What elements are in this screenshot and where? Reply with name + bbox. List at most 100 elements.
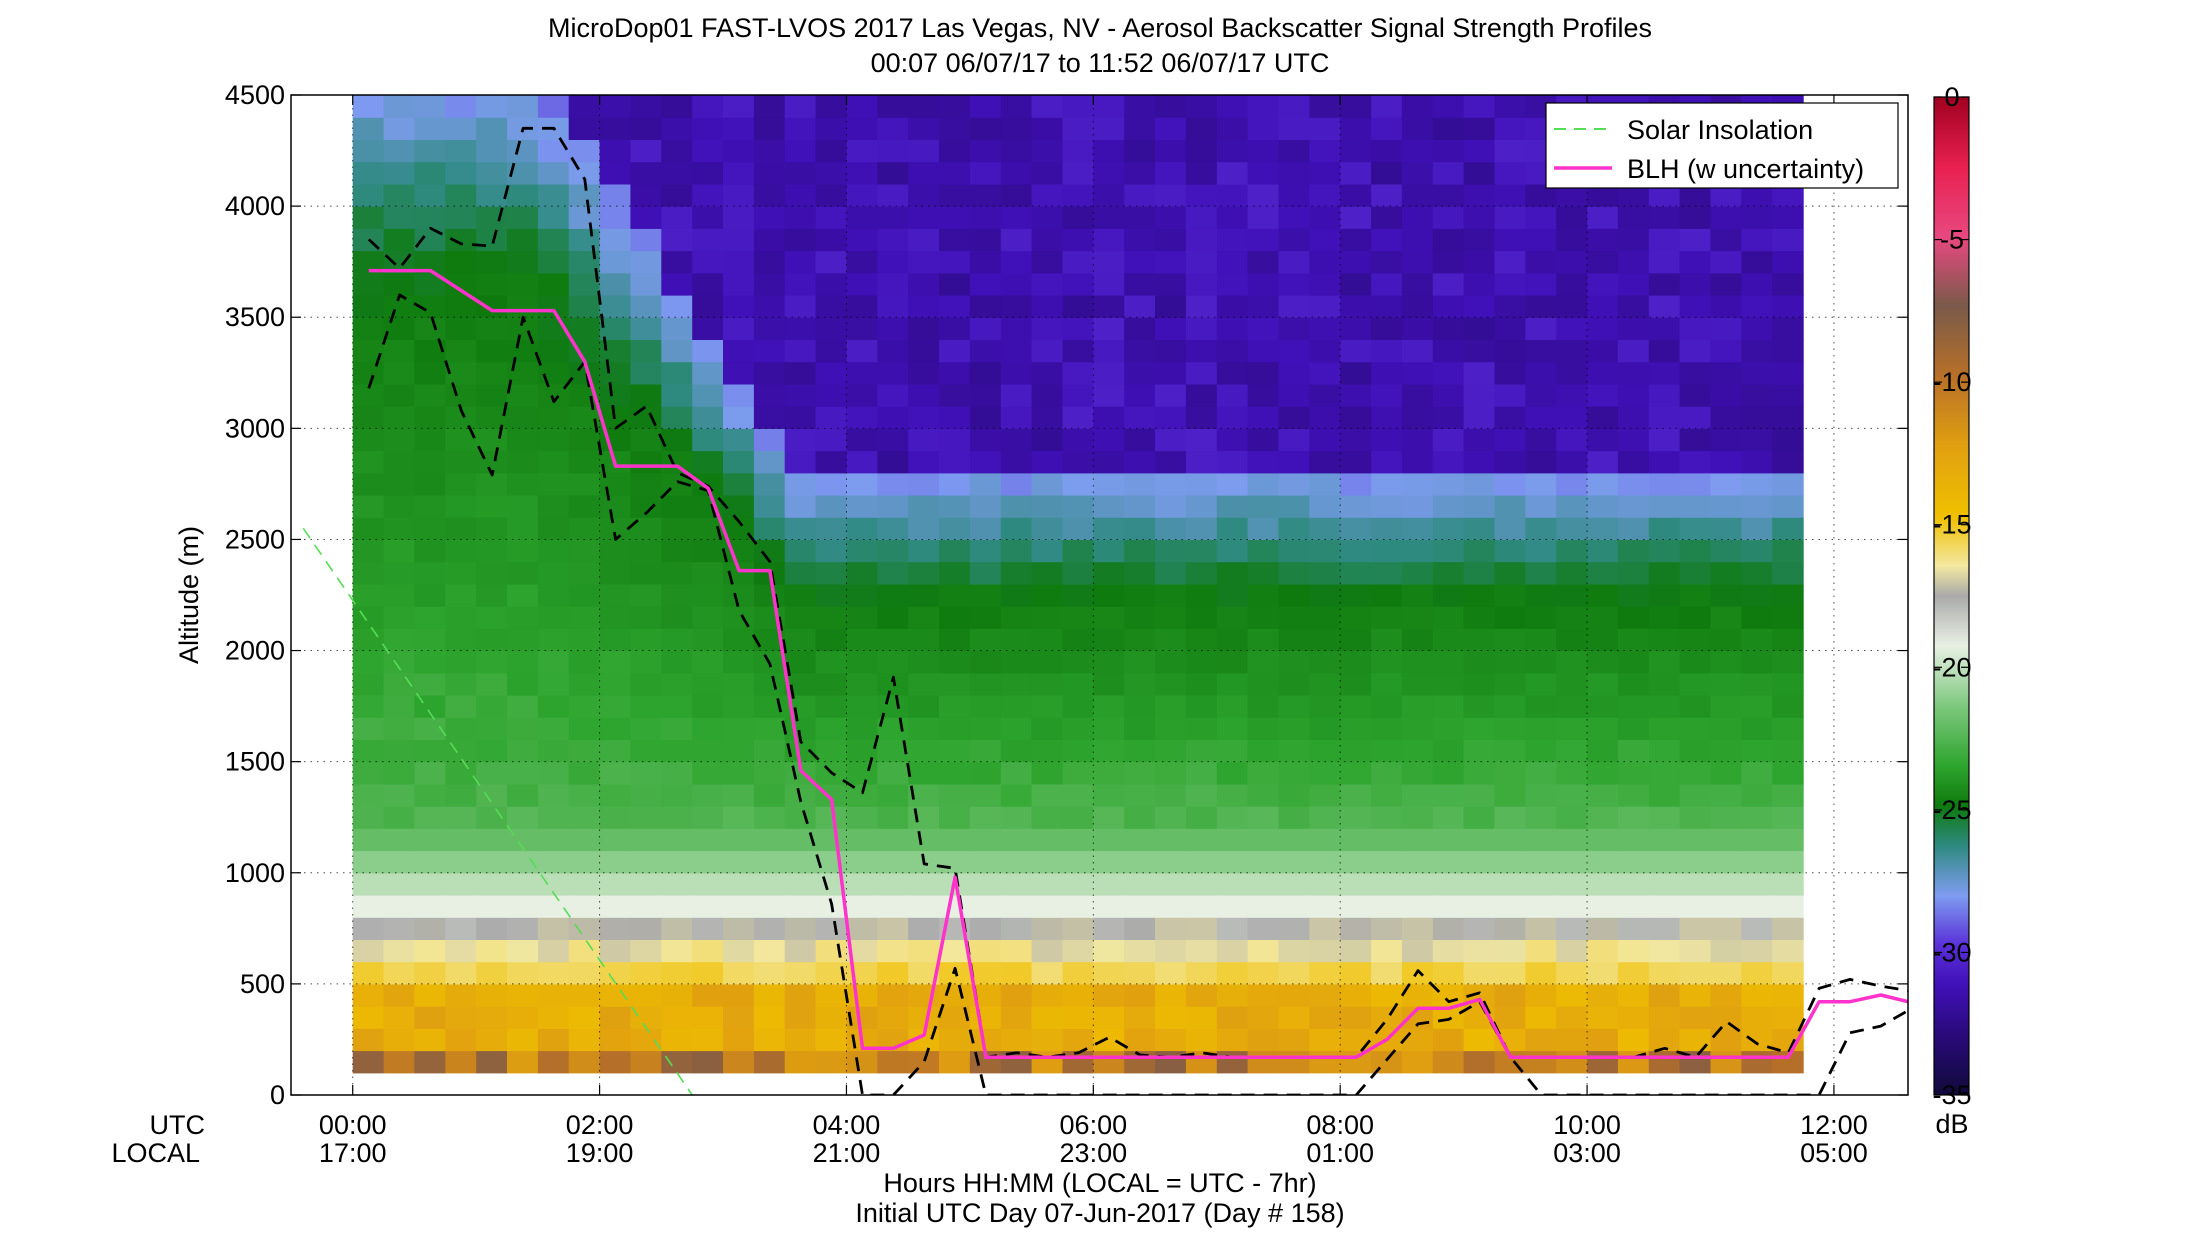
heatmap-cell [445,272,477,296]
heatmap-cell [969,872,1002,896]
heatmap-cell [692,317,724,340]
heatmap-cell [969,183,1002,207]
heatmap-cell [537,295,570,318]
heatmap-cell [692,983,724,1007]
heatmap-cell [630,95,662,118]
heatmap-cell [1093,806,1125,829]
heatmap-cell [1679,650,1712,674]
heatmap-cell [445,339,477,363]
heatmap-cell [1401,828,1434,852]
heatmap-cell [877,161,909,185]
heatmap-cell [753,161,786,185]
heatmap-cell [1556,206,1588,229]
heatmap-cell [939,983,971,1007]
heatmap-cell [1062,961,1094,985]
heatmap-cell [1155,272,1187,296]
heatmap-cell [383,961,416,985]
heatmap-cell [784,850,817,874]
heatmap-cell [537,717,570,740]
heatmap-cell [352,1006,385,1029]
heatmap-cell [1772,872,1804,896]
heatmap-cell [969,95,1002,118]
heatmap-cell [630,917,662,940]
heatmap-cell [1062,472,1094,496]
heatmap-cell [1556,717,1588,740]
heatmap-cell [1031,872,1064,896]
heatmap-cell [1463,783,1496,807]
heatmap-cell [939,139,971,163]
heatmap-cell [1371,917,1403,940]
heatmap-cell [1741,517,1773,540]
heatmap-cell [1185,472,1218,496]
heatmap-cell [1340,539,1372,563]
heatmap-cell [815,606,848,629]
heatmap-cell [815,983,848,1007]
heatmap-cell [476,828,508,852]
heatmap-cell [1155,961,1187,985]
heatmap-cell [1062,761,1094,785]
heatmap-cell [784,250,817,274]
heatmap-cell [1278,228,1310,252]
heatmap-cell [1648,783,1681,807]
heatmap-cell [753,1050,786,1074]
heatmap-cell [1679,695,1712,718]
heatmap-cell [1185,606,1218,629]
heatmap-cell [1432,695,1465,718]
heatmap-cell [939,495,971,518]
heatmap-cell [1525,828,1557,852]
heatmap-cell [1309,695,1341,718]
heatmap-cell [1525,650,1557,674]
heatmap-cell [969,472,1002,496]
heatmap-cell [352,783,385,807]
heatmap-cell [908,517,940,540]
heatmap-cell [1093,339,1125,363]
heatmap-cell [1587,806,1619,829]
heatmap-cell [383,495,416,518]
heatmap-cell [1741,317,1773,340]
heatmap-cell [1494,472,1526,496]
heatmap-cell [537,650,570,674]
heatmap-cell [1309,206,1341,229]
heatmap-cell [784,1050,817,1074]
heatmap-cell [1340,495,1372,518]
heatmap-cell [1031,895,1064,918]
heatmap-cell [1031,1050,1064,1074]
heatmap-cell [1648,406,1681,429]
heatmap-cell [383,983,416,1007]
heatmap-cell [1710,761,1742,785]
heatmap-cell [1772,695,1804,718]
heatmap-cell [537,583,570,607]
heatmap-cell [1155,828,1187,852]
heatmap-cell [630,295,662,318]
heatmap-cell [1432,1028,1465,1052]
heatmap-cell [969,739,1002,763]
heatmap-cell [846,606,878,629]
heatmap-cell [599,828,632,852]
heatmap-cell [1124,361,1156,385]
heatmap-cell [723,961,755,985]
heatmap-cell [1401,628,1434,652]
heatmap-cell [1556,272,1588,296]
heatmap-cell [599,539,632,563]
heatmap-cell [1741,383,1773,407]
heatmap-cell [1494,517,1526,540]
heatmap-cell [1216,850,1249,874]
heatmap-cell [507,250,539,274]
heatmap-cell [1278,983,1310,1007]
heatmap-cell [537,783,570,807]
heatmap-cell [414,783,446,807]
heatmap-cell [1124,339,1156,363]
heatmap-cell [1401,806,1434,829]
heatmap-cell [1031,117,1064,140]
heatmap-cell [1216,828,1249,852]
heatmap-cell [507,206,539,229]
heatmap-cell [507,161,539,185]
heatmap-cell [723,495,755,518]
heatmap-cell [383,517,416,540]
heatmap-cell [753,450,786,474]
heatmap-cell [1093,161,1125,185]
heatmap-cell [1278,917,1310,940]
legend-box [1545,102,1899,189]
heatmap-cell [1000,161,1033,185]
